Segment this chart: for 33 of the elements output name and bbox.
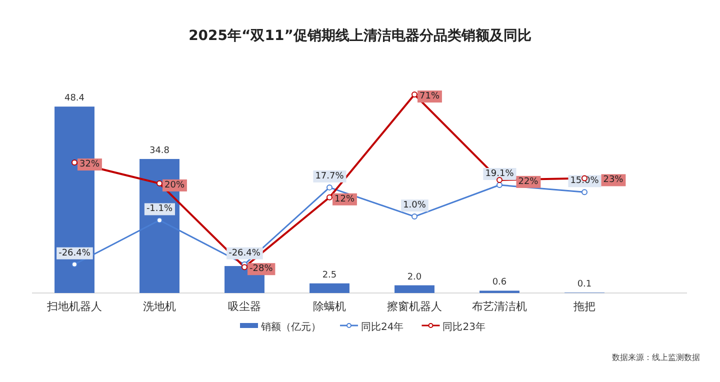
data-label: 22% [518, 176, 539, 187]
data-label: 2.0 [407, 272, 422, 282]
legend-label: 同比24年 [361, 321, 404, 333]
data-label: 71% [420, 92, 440, 102]
data-label: 20% [164, 180, 185, 190]
x-tick-label: 除螨机 [313, 300, 346, 313]
x-tick-label: 扫地机器人 [46, 300, 102, 313]
data-label: -26.4% [58, 248, 91, 258]
data-label: -1.1% [146, 204, 173, 214]
data-label: 12% [334, 194, 355, 204]
source-note: 数据来源：线上监测数据 [612, 353, 700, 362]
data-label: 2.5 [322, 270, 337, 280]
x-tick-label: 洗地机 [143, 300, 176, 313]
legend-label: 同比23年 [442, 321, 486, 333]
data-label: 17.7% [315, 171, 344, 182]
x-tick-label: 吸尘器 [228, 300, 261, 313]
data-label: 32% [80, 160, 100, 170]
data-label: -26.4% [228, 248, 261, 258]
chart-title: 2025年“双11”促销期线上清洁电器分品类销额及同比 [188, 27, 532, 44]
data-label: 48.4 [64, 94, 85, 104]
legend-label: 销额（亿元） [260, 321, 321, 333]
data-label: 23% [603, 175, 624, 186]
data-label: 0.6 [492, 278, 507, 288]
data-label: 19.1% [485, 169, 514, 179]
data-label: 0.1 [577, 280, 592, 290]
x-tick-label: 布艺清洁机 [472, 300, 527, 313]
bar [394, 285, 434, 293]
data-label: 1.0% [403, 200, 426, 211]
x-tick-label: 擦窗机器人 [387, 300, 442, 313]
data-label: 34.8 [149, 146, 170, 156]
bar [310, 283, 350, 293]
x-tick-label: 拖把 [572, 300, 596, 313]
data-label: -28% [250, 264, 274, 274]
